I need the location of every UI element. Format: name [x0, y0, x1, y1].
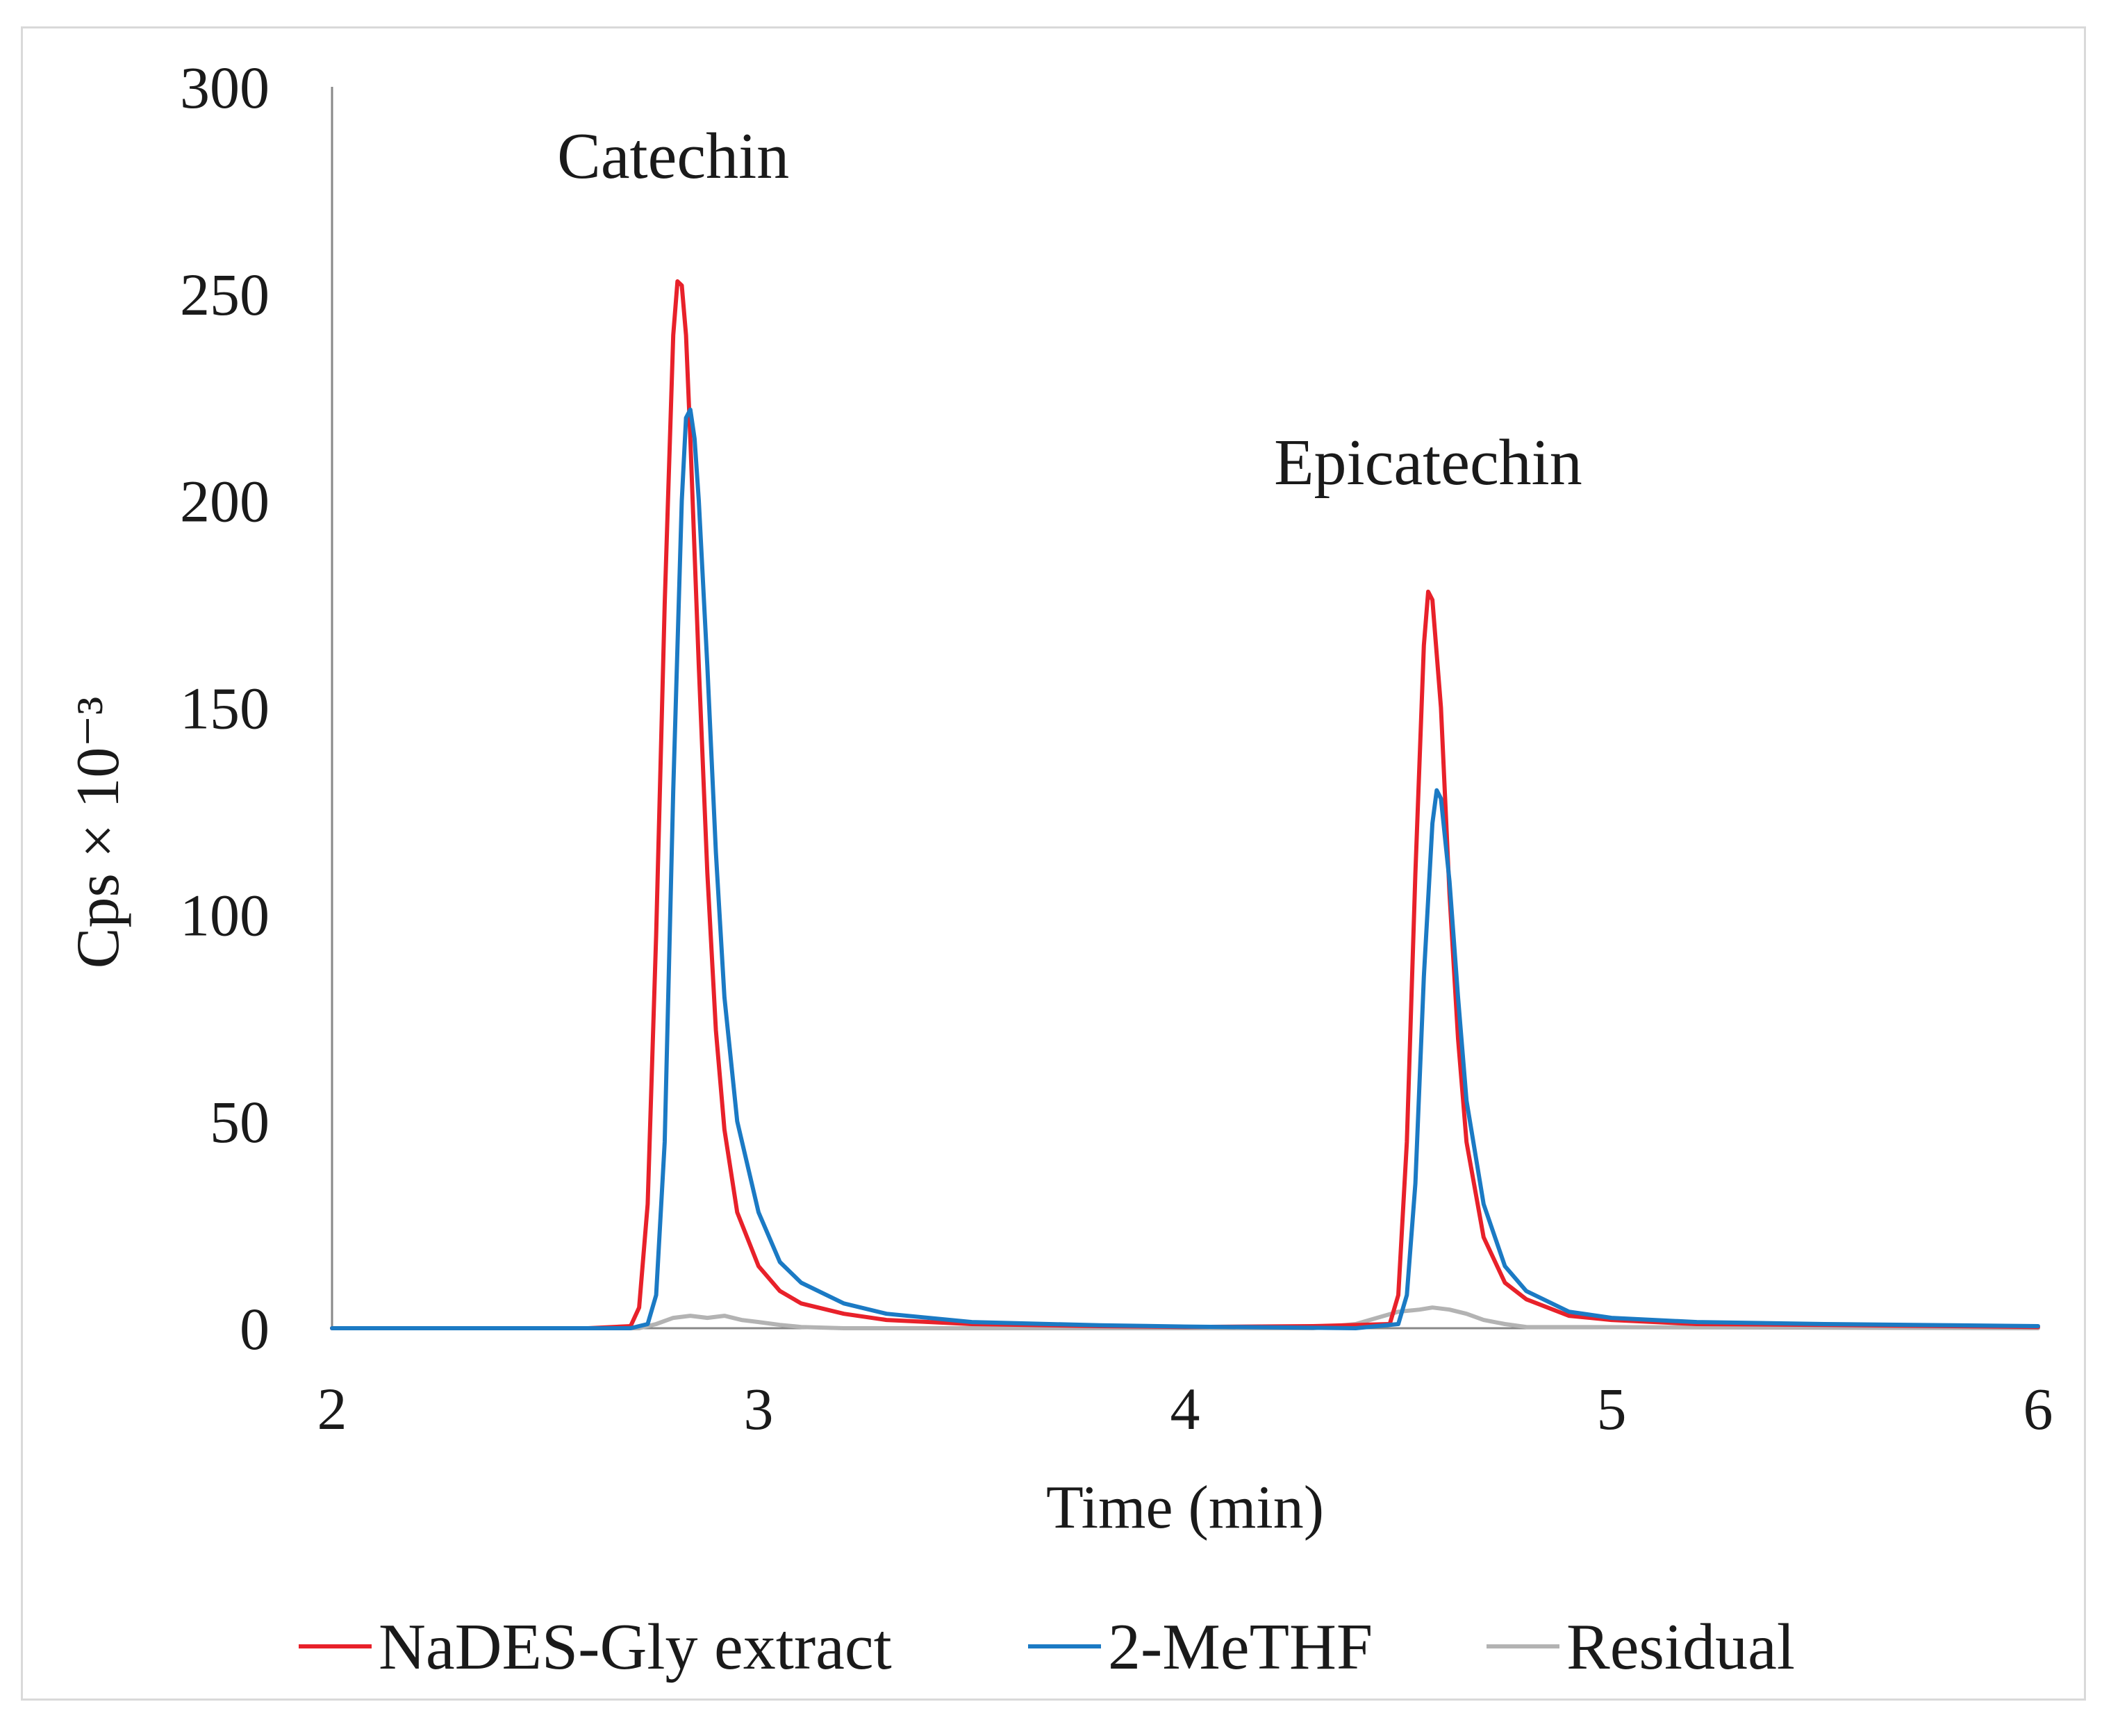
chart-frame	[21, 26, 2086, 1701]
y-tick-label: 0	[240, 1296, 270, 1362]
y-tick-label: 200	[180, 468, 270, 535]
legend-item: NaDES-Gly extract	[299, 1611, 892, 1683]
legend-label: 2-MeTHF	[1108, 1611, 1373, 1683]
y-tick-label: 50	[210, 1089, 270, 1155]
y-axis-title: Cps × 10⁻³	[65, 697, 132, 968]
y-tick-label: 250	[180, 261, 270, 328]
y-tick-label: 300	[180, 54, 270, 121]
x-tick-label: 2	[317, 1375, 347, 1442]
x-tick-label: 5	[1597, 1375, 1627, 1442]
legend-item: 2-MeTHF	[1028, 1611, 1373, 1683]
legend-label: Residual	[1566, 1611, 1795, 1683]
x-tick-label: 4	[1170, 1375, 1200, 1442]
series-layer	[330, 279, 2040, 1330]
annotations: Catechin Epicatechin	[557, 120, 1582, 499]
peak-annotation: Catechin	[557, 120, 789, 192]
x-axis-title: Time (min)	[1046, 1474, 1324, 1541]
x-tick-label: 3	[744, 1375, 774, 1442]
series-line-nades-gly-extract	[330, 279, 2040, 1330]
y-tick-label: 100	[180, 882, 270, 948]
legend: NaDES-Gly extract 2-MeTHF Residual	[299, 1611, 1795, 1683]
legend-label: NaDES-Gly extract	[379, 1611, 892, 1683]
y-tick-label: 150	[180, 675, 270, 742]
legend-item: Residual	[1487, 1611, 1795, 1683]
x-tick-label: 6	[2023, 1375, 2053, 1442]
peak-annotation: Epicatechin	[1274, 427, 1582, 499]
series-line-residual	[330, 1305, 2040, 1330]
axes: 0 50 100 150 200 250 300 2 3 4 5 6 Time (min) Cps × 1…	[65, 54, 2053, 1541]
series-line-2-methf	[330, 407, 2040, 1330]
